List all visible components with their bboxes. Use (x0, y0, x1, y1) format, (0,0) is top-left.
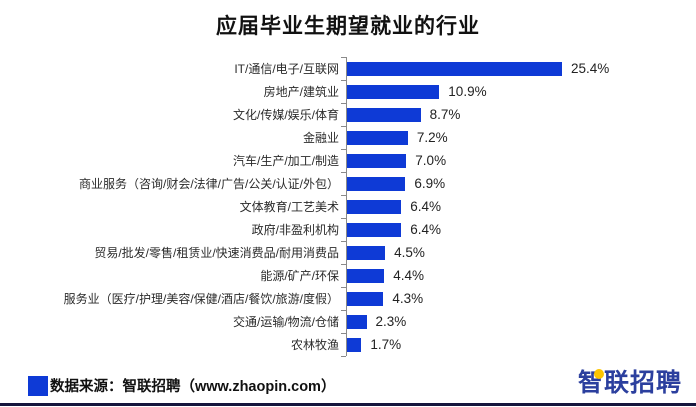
bar (347, 314, 367, 329)
plot-area: 10.9% (341, 80, 680, 104)
value-label: 6.9% (414, 176, 446, 191)
value-label: 4.5% (394, 245, 425, 260)
value-label: 7.2% (416, 130, 448, 145)
value-label: 7.0% (415, 153, 447, 168)
bar (347, 153, 407, 168)
bar (347, 130, 408, 145)
bar (347, 337, 362, 352)
chart-title: 应届毕业生期望就业的行业 (216, 15, 480, 38)
bar (347, 61, 562, 76)
category-label: IT/通信/电子/互联网 (234, 62, 339, 76)
value-label: 1.7% (370, 337, 402, 352)
category-label: 贸易/批发/零售/租赁业/快速消费品/耐用消费品 (94, 246, 339, 260)
value-label: 25.4% (571, 61, 610, 76)
value-label: 4.3% (392, 291, 424, 306)
bar (347, 222, 402, 237)
value-label: 6.4% (410, 199, 441, 214)
bar (347, 291, 384, 306)
value-label: 6.4% (410, 222, 441, 237)
chart-row: 文体教育/工艺美术 6.4% (0, 195, 680, 219)
plot-area: 8.7% (341, 103, 680, 127)
chart-row: 交通/运输/物流/仓储 2.3% (0, 310, 680, 334)
value-label: 2.3% (375, 314, 407, 329)
bar (347, 268, 385, 283)
plot-area: 4.4% (341, 264, 680, 288)
bar (347, 199, 402, 214)
legend-marker (28, 375, 48, 396)
plot-area: 6.4% (341, 218, 680, 242)
chart-row: 文化/传媒/娱乐/体育 8.7% (0, 103, 680, 127)
category-label: 房地产/建筑业 (263, 85, 339, 99)
chart-row: IT/通信/电子/互联网 25.4% (0, 57, 680, 81)
plot-area: 7.2% (341, 126, 680, 150)
value-label: 8.7% (429, 107, 461, 122)
chart-row: 汽车/生产/加工/制造 7.0% (0, 149, 680, 173)
chart-row: 商业服务（咨询/财会/法律/广告/公关/认证/外包） 6.9% (0, 172, 680, 196)
bar (347, 107, 421, 122)
category-label: 商业服务（咨询/财会/法律/广告/公关/认证/外包） (78, 177, 339, 191)
plot-area: 7.0% (341, 149, 680, 173)
chart-row: 农林牧渔 1.7% (0, 333, 680, 357)
category-label: 文体教育/工艺美术 (239, 200, 339, 214)
category-label: 交通/运输/物流/仓储 (232, 315, 339, 329)
chart-row: 金融业 7.2% (0, 126, 680, 150)
value-label: 10.9% (448, 84, 487, 99)
chart-row: 贸易/批发/零售/租赁业/快速消费品/耐用消费品 4.5% (0, 241, 680, 265)
data-source: 数据来源：智联招聘（www.zhaopin.com） (28, 375, 335, 396)
plot-area: 4.5% (341, 241, 680, 265)
bar-chart: IT/通信/电子/互联网 25.4% 房地产/建筑业 10.9% 文化/传媒/娱… (0, 57, 680, 357)
plot-area: 6.9% (341, 172, 680, 196)
bar (347, 84, 440, 99)
value-label: 4.4% (393, 268, 424, 283)
category-label: 金融业 (302, 131, 339, 145)
category-label: 政府/非盈利机构 (251, 223, 339, 237)
category-label: 汽车/生产/加工/制造 (232, 154, 339, 168)
bar (347, 245, 386, 260)
chart-row: 能源/矿产/环保 4.4% (0, 264, 680, 288)
chart-row: 服务业（医疗/护理/美容/保健/酒店/餐饮/旅游/度假） 4.3% (0, 287, 680, 311)
plot-area: 2.3% (341, 310, 680, 334)
logo-accent-dot-icon (593, 369, 604, 379)
chart-row: 房地产/建筑业 10.9% (0, 80, 680, 104)
data-source-text: 数据来源：智联招聘（www.zhaopin.com） (50, 379, 336, 395)
category-label: 文化/传媒/娱乐/体育 (232, 108, 339, 122)
plot-area: 25.4% (341, 57, 680, 81)
category-label: 服务业（医疗/护理/美容/保健/酒店/餐饮/旅游/度假） (63, 292, 339, 306)
chart-row: 政府/非盈利机构 6.4% (0, 218, 680, 242)
plot-area: 6.4% (341, 195, 680, 219)
bar (347, 176, 406, 191)
category-label: 农林牧渔 (290, 338, 339, 352)
category-label: 能源/矿产/环保 (260, 269, 339, 283)
bottom-divider (0, 403, 696, 406)
zhaopin-logo: 智联招聘 (578, 368, 682, 398)
plot-area: 4.3% (341, 287, 680, 311)
plot-area: 1.7% (341, 333, 680, 357)
